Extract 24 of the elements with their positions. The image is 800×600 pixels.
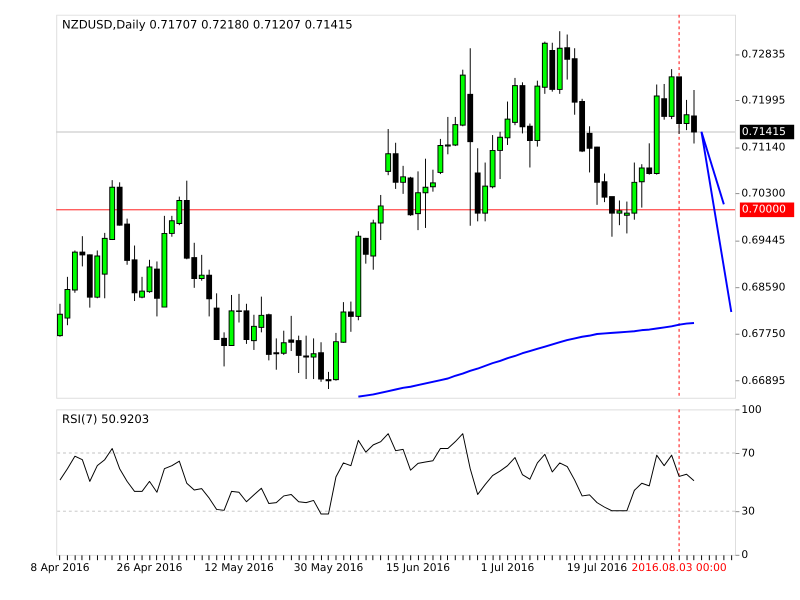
y-tick-label: 0.71140: [741, 140, 786, 154]
y-tick-label: 100: [741, 402, 762, 416]
y-tick-label: 0.69445: [741, 234, 786, 247]
x-tick-label: 30 May 2016: [294, 560, 364, 574]
x-tick-label: 2016.08.03 00:00: [632, 560, 727, 574]
ref-line-label: 0.70000: [742, 202, 786, 216]
y-tick-label: 0.68590: [741, 280, 786, 294]
y-tick-label: 70: [741, 446, 756, 460]
chart-title: RSI(7) 50.9203: [62, 412, 150, 426]
y-tick-label: 0.72835: [741, 47, 786, 60]
x-tick-label: 15 Jun 2016: [386, 560, 450, 574]
y-tick-label: 0.70300: [741, 186, 786, 200]
x-tick-label: 1 Jul 2016: [480, 560, 535, 574]
x-tick-label: 19 Jul 2016: [566, 560, 628, 574]
x-tick-label: 12 May 2016: [204, 560, 274, 574]
y-tick-label: 30: [741, 504, 756, 518]
x-tick-label: 26 Apr 2016: [116, 560, 183, 574]
y-tick-label: 0: [741, 548, 748, 562]
y-tick-label: 0.66895: [741, 374, 786, 387]
ref-line-label: 0.71415: [742, 124, 786, 138]
y-tick-label: 0.67750: [741, 326, 786, 340]
chart-title: NZDUSD,Daily 0.71707 0.72180 0.71207 0.71415: [62, 17, 353, 32]
x-tick-label: 8 Apr 2016: [30, 560, 90, 574]
y-tick-label: 0.71995: [741, 94, 786, 107]
